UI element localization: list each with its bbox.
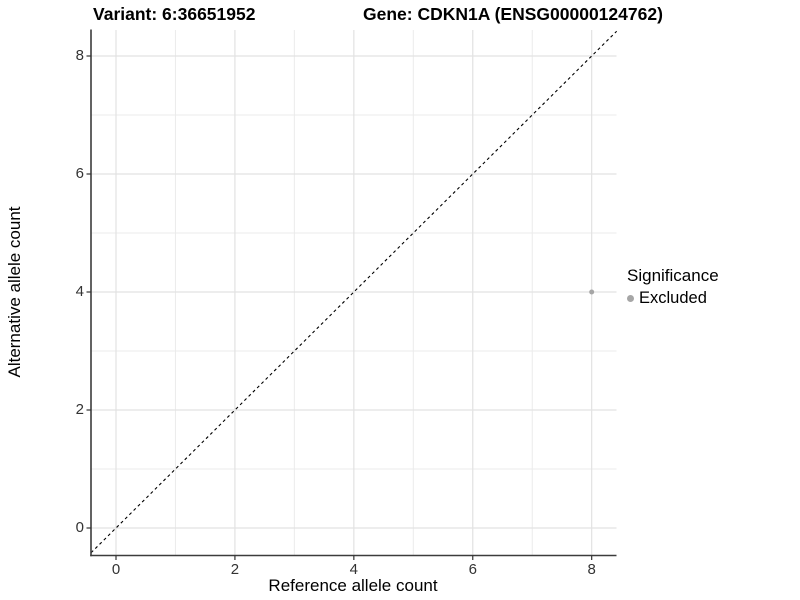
x-tick-label: 0 (111, 561, 121, 578)
plot-title-variant: Variant: 6:36651952 (93, 4, 256, 24)
x-tick-label: 6 (468, 561, 477, 578)
y-tick-label: 8 (75, 47, 84, 64)
legend-entries: Excluded (627, 289, 719, 308)
y-tick-label: 0 (75, 519, 84, 536)
plot-title-gene: Gene: CDKN1A (ENSG00000124762) (363, 4, 663, 24)
y-tick-label: 2 (75, 401, 84, 418)
x-axis-title: Reference allele count (268, 576, 438, 595)
legend-entry: Excluded (627, 289, 719, 308)
data-point (589, 289, 595, 295)
legend-marker-icon (627, 295, 634, 302)
legend: Significance Excluded (627, 266, 719, 308)
x-tick-label: 4 (349, 561, 358, 578)
x-tick-label: 2 (230, 561, 240, 578)
x-tick-label: 8 (587, 561, 596, 578)
legend-title: Significance (627, 266, 719, 285)
y-tick-label: 6 (75, 165, 84, 182)
y-tick-label: 4 (75, 283, 84, 300)
y-axis-title: Alternative allele count (5, 206, 24, 378)
legend-label: Excluded (639, 289, 707, 307)
